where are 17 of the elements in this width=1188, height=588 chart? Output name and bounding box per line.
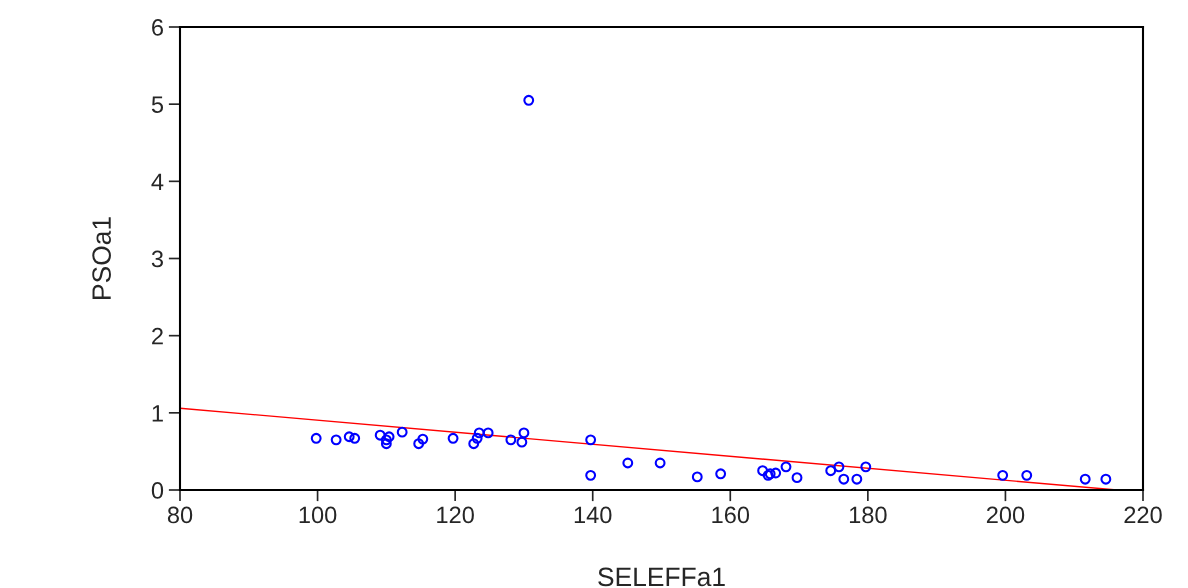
x-tick-label: 220 [1124,506,1162,524]
y-tick-label: 4 [151,173,164,190]
x-tick-label: 160 [712,506,750,524]
y-tick-label: 2 [152,327,163,345]
x-axis-title: SELEFFa1 [598,567,725,587]
x-tick-label: 140 [574,506,612,524]
y-tick-label: 3 [151,250,163,268]
x-tick-label: 120 [437,506,474,524]
y-axis-title: PSOa1 [92,217,111,299]
y-tick-label: 0 [151,482,164,499]
y-tick-label: 5 [151,96,164,113]
y-tick-label: 6 [152,19,163,36]
x-tick-label: 80 [167,506,193,524]
y-tick-label: 1 [152,405,163,422]
x-tick-label: 200 [986,506,1025,524]
x-tick-label: 180 [849,506,887,524]
x-tick-label: 100 [299,506,337,524]
